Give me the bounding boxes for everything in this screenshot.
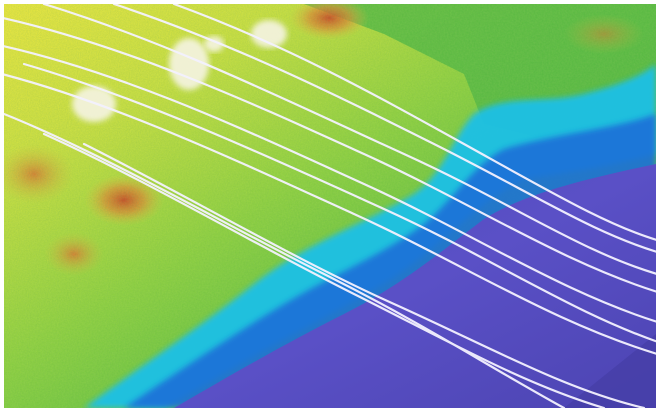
survey-lines — [4, 4, 656, 408]
survey-line — [42, 4, 656, 275]
survey-line — [22, 62, 656, 343]
survey-line — [42, 132, 606, 408]
deep-water-strip — [564, 334, 656, 408]
survey-line — [4, 45, 656, 323]
survey-line — [172, 4, 656, 241]
survey-line — [112, 4, 656, 253]
survey-line — [82, 142, 646, 408]
survey-line — [4, 17, 656, 293]
water-body — [174, 164, 656, 408]
survey-line — [4, 73, 656, 355]
elevation-map — [4, 4, 656, 408]
survey-line — [4, 112, 566, 408]
nearshore-blue — [124, 114, 656, 408]
